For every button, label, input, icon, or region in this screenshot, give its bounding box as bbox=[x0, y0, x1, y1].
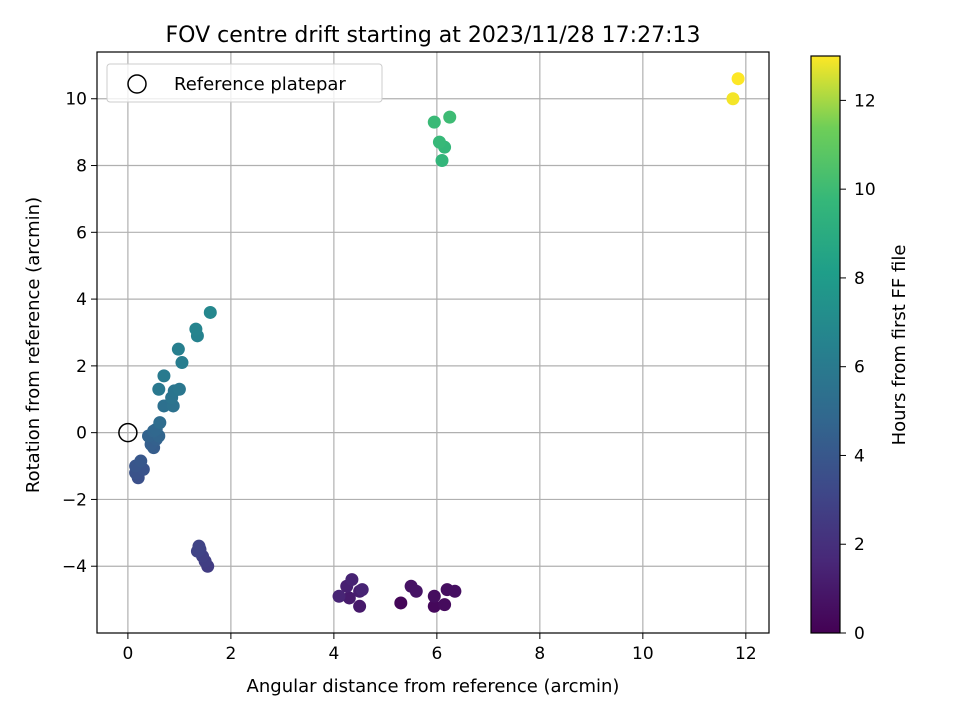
y-tick-label: −2 bbox=[62, 490, 87, 510]
data-point bbox=[427, 115, 441, 129]
data-point bbox=[152, 382, 166, 396]
data-point bbox=[726, 92, 740, 106]
grid-lines bbox=[97, 52, 769, 633]
data-point bbox=[189, 322, 203, 336]
data-point bbox=[157, 369, 171, 383]
plot-area-frame bbox=[96, 51, 770, 634]
y-tick-label: 2 bbox=[76, 357, 87, 377]
y-axis-ticks: −4 −2 0 2 4 6 8 10 bbox=[62, 90, 97, 577]
data-point bbox=[409, 584, 423, 598]
y-tick-label: 0 bbox=[76, 424, 87, 444]
data-point bbox=[171, 342, 185, 356]
colorbar-tick-label: 12 bbox=[854, 91, 876, 111]
data-point bbox=[438, 598, 452, 612]
data-point bbox=[192, 539, 206, 553]
y-tick-label: 8 bbox=[76, 157, 87, 177]
x-tick-label: 0 bbox=[122, 644, 133, 664]
colorbar-label: Hours from first FF file bbox=[889, 245, 910, 446]
legend: Reference platepar bbox=[106, 63, 383, 103]
data-point bbox=[435, 154, 449, 168]
x-tick-label: 2 bbox=[225, 644, 236, 664]
data-point bbox=[172, 382, 186, 396]
colorbar-gradient bbox=[810, 55, 841, 634]
x-tick-label: 4 bbox=[328, 644, 339, 664]
y-tick-label: 6 bbox=[76, 223, 87, 243]
x-tick-label: 8 bbox=[534, 644, 545, 664]
x-tick-label: 6 bbox=[431, 644, 442, 664]
legend-entry-reference: Reference platepar bbox=[174, 74, 346, 95]
data-point bbox=[345, 573, 359, 587]
data-point bbox=[353, 599, 367, 613]
scatter-points bbox=[129, 72, 745, 613]
x-axis-ticks: 0 2 4 6 8 10 12 bbox=[122, 633, 757, 664]
y-tick-label: 10 bbox=[65, 90, 87, 110]
data-point bbox=[157, 399, 171, 413]
colorbar-tick-label: 0 bbox=[854, 624, 865, 644]
data-point bbox=[203, 305, 217, 319]
y-axis-label: Rotation from reference (arcmin) bbox=[23, 197, 44, 493]
data-point bbox=[427, 599, 441, 613]
colorbar-tick-label: 6 bbox=[854, 358, 865, 378]
legend-box bbox=[106, 63, 383, 103]
x-axis-label: Angular distance from reference (arcmin) bbox=[247, 676, 620, 697]
colorbar-ticks: 0 2 4 6 8 10 12 bbox=[840, 91, 876, 644]
data-point bbox=[427, 589, 441, 603]
data-point bbox=[134, 454, 148, 468]
reference-platepar-marker bbox=[118, 422, 138, 443]
data-point bbox=[153, 416, 167, 430]
data-point bbox=[731, 72, 745, 86]
colorbar-tick-label: 8 bbox=[854, 269, 865, 289]
data-point bbox=[394, 596, 408, 610]
x-tick-label: 12 bbox=[735, 644, 757, 664]
colorbar-tick-label: 2 bbox=[854, 535, 865, 555]
data-point bbox=[175, 356, 189, 370]
y-tick-label: −4 bbox=[62, 557, 87, 577]
legend-reference-icon bbox=[127, 74, 147, 94]
colorbar-tick-label: 10 bbox=[854, 180, 876, 200]
colorbar-tick-label: 4 bbox=[854, 446, 865, 466]
data-point bbox=[332, 589, 346, 603]
data-point bbox=[355, 583, 369, 597]
data-point bbox=[432, 135, 446, 149]
data-point bbox=[342, 591, 356, 605]
x-tick-label: 10 bbox=[632, 644, 654, 664]
y-tick-label: 4 bbox=[76, 290, 87, 310]
chart-title: FOV centre drift starting at 2023/11/28 … bbox=[166, 23, 701, 48]
data-point bbox=[443, 110, 457, 124]
colorbar: 0 2 4 6 8 10 12 Hours from first FF file bbox=[810, 55, 910, 644]
data-point bbox=[448, 584, 462, 598]
